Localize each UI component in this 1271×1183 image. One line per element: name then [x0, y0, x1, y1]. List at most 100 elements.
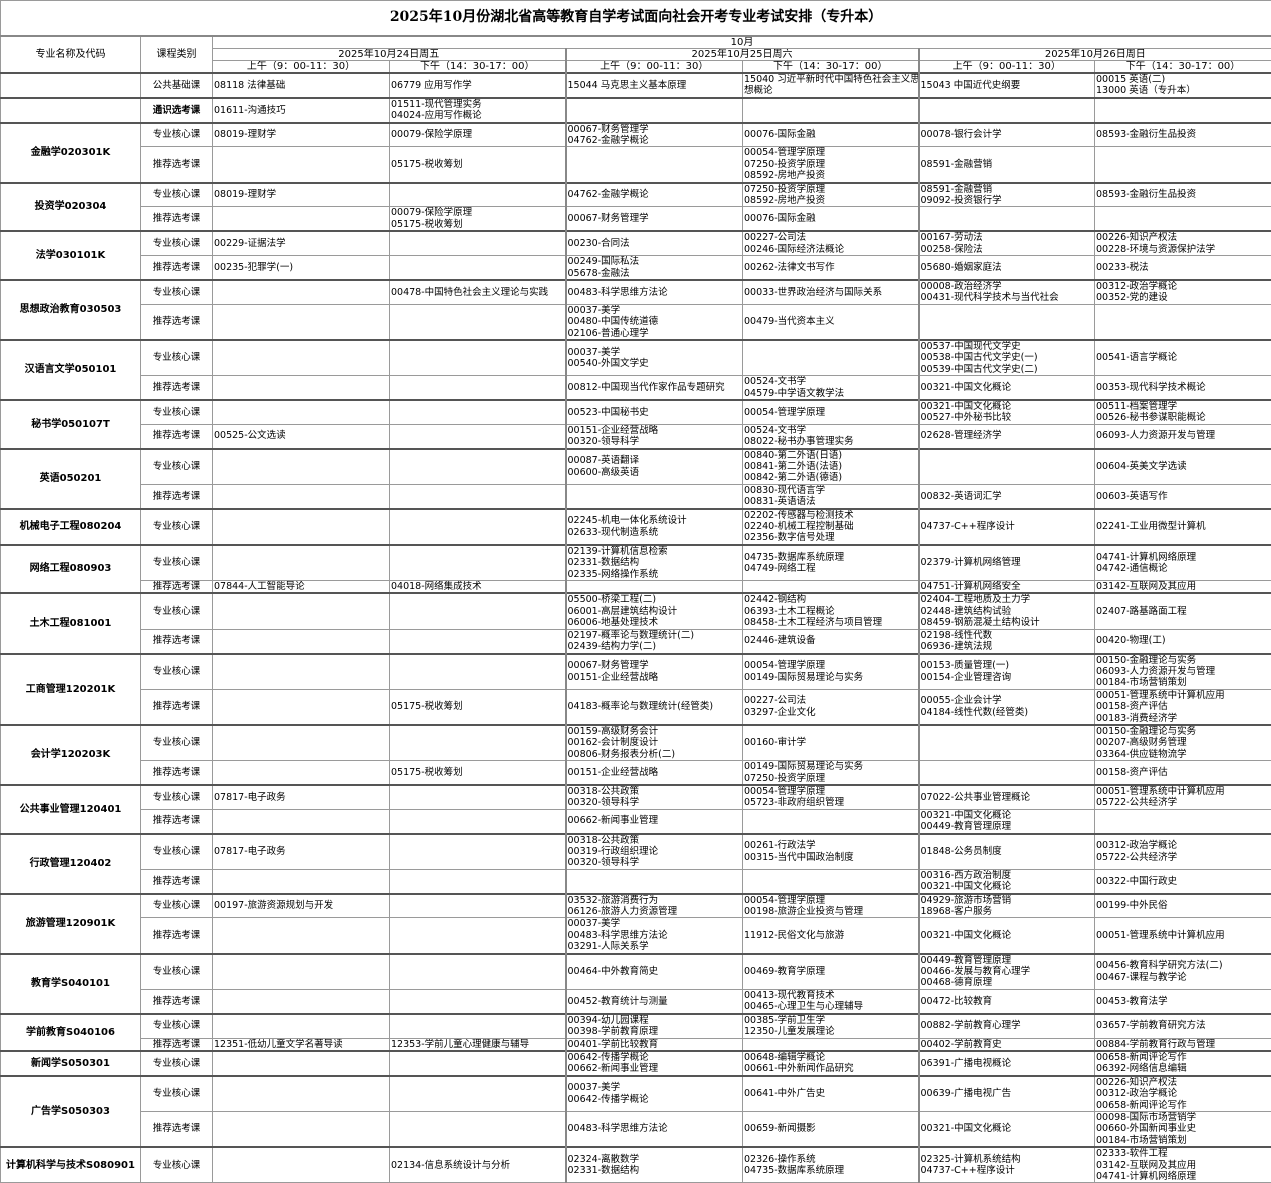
exam-slot-cell: 05680-婚姻家庭法 [919, 256, 1095, 280]
course-entry: 00228-环境与资源保护法学 [1096, 244, 1270, 255]
course-category: 推荐选考课 [141, 989, 213, 1013]
exam-slot-cell: 05175-税收筹划 [390, 761, 566, 785]
course-entry: 06093-人力资源开发与管理 [1096, 430, 1270, 441]
exam-slot-cell: 06391-广播电视概论 [919, 1051, 1095, 1076]
course-category: 公共基础课 [141, 73, 213, 98]
course-entry: 00321-中国文化概论 [921, 881, 1094, 892]
exam-slot-cell: 00054-管理学原理 [743, 400, 919, 424]
exam-slot-cell [390, 654, 566, 690]
exam-slot-cell: 00832-英语词汇学 [919, 484, 1095, 508]
course-entry: 08593-金融衍生品投资 [1096, 129, 1270, 140]
exam-slot-cell: 00478-中国特色社会主义理论与实践 [390, 280, 566, 304]
exam-slot-cell [213, 280, 390, 304]
course-category: 推荐选考课 [141, 484, 213, 508]
course-entry: 08591-金融营销 [921, 159, 1094, 170]
course-entry: 01611-沟通技巧 [214, 105, 388, 116]
exam-slot-cell: 00262-法律文书写作 [743, 256, 919, 280]
course-entry: 00167-劳动法 [921, 232, 1094, 243]
course-category: 专业核心课 [141, 954, 213, 990]
exam-slot-cell: 00469-教育学原理 [743, 954, 919, 990]
course-entry: 00149-国际贸易理论与实务 [744, 672, 917, 683]
course-entry: 00538-中国古代文学史(一) [921, 352, 1094, 363]
course-entry: 02333-软件工程 [1096, 1148, 1270, 1159]
course-entry: 00316-西方政治制度 [921, 870, 1094, 881]
course-entry: 05500-桥梁工程(二) [568, 594, 742, 605]
course-category: 通识选考课 [141, 98, 213, 123]
course-entry: 02442-钢结构 [744, 594, 917, 605]
course-entry: 00524-文书学 [744, 425, 917, 436]
exam-slot-cell: 00076-国际金融 [743, 123, 919, 147]
exam-slot-cell: 00525-公文选读 [213, 424, 390, 448]
course-entry: 02240-机械工程控制基础 [744, 521, 917, 532]
course-entry: 00526-秘书参谋职能概论 [1096, 412, 1270, 423]
course-entry: 07817-电子政务 [214, 846, 388, 857]
course-entry: 00158-资产评估 [1096, 767, 1270, 778]
course-entry: 08022-秘书办事管理实务 [744, 436, 917, 447]
major-name: 投资学020304 [1, 183, 141, 232]
course-entry: 07250-投资学原理 [744, 773, 917, 784]
exam-slot-cell [1095, 207, 1271, 231]
exam-slot-cell: 00151-企业经营战略 [566, 761, 743, 785]
course-entry: 03142-互联网及其应用 [1096, 1160, 1270, 1171]
course-category: 专业核心课 [141, 1076, 213, 1112]
course-entry: 02448-建筑结构试验 [921, 606, 1094, 617]
course-entry: 08591-金融营销 [921, 184, 1094, 195]
exam-slot-cell: 00662-新闻事业管理 [566, 809, 743, 833]
course-entry: 03364-供应链物流学 [1096, 749, 1270, 760]
course-entry: 00037-美学 [568, 918, 742, 929]
course-entry: 想概论 [744, 85, 917, 96]
exam-slot-cell [390, 809, 566, 833]
exam-slot-cell: 06779 应用写作学 [390, 73, 566, 98]
course-entry: 02241-工业用微型计算机 [1096, 521, 1270, 532]
course-entry: 11912-民俗文化与旅游 [744, 930, 917, 941]
course-entry: 00648-编辑学概论 [744, 1052, 917, 1063]
exam-slot-cell: 00033-世界政治经济与国际关系 [743, 280, 919, 304]
major-name: 新闻学S050301 [1, 1051, 141, 1076]
course-entry: 06779 应用写作学 [391, 80, 564, 91]
course-entry: 00227-公司法 [744, 695, 917, 706]
course-entry: 00315-当代中国政治制度 [744, 852, 917, 863]
exam-slot-cell [213, 484, 390, 508]
exam-slot-cell: 07844-人工智能导论 [213, 581, 390, 594]
course-entry: 04018-网络集成技术 [391, 581, 564, 592]
course-category: 推荐选考课 [141, 304, 213, 340]
course-entry: 07022-公共事业管理概论 [921, 792, 1094, 803]
course-entry: 04737-C++程序设计 [921, 1165, 1094, 1176]
exam-slot-cell [743, 869, 919, 893]
exam-slot-cell [213, 449, 390, 485]
course-entry: 06392-网络信息编辑 [1096, 1063, 1270, 1074]
exam-slot-cell: 02134-信息系统设计与分析 [390, 1147, 566, 1183]
course-entry: 15044 马克思主义基本原理 [568, 80, 742, 91]
exam-slot-cell: 00078-银行会计学 [919, 123, 1095, 147]
course-category: 推荐选考课 [141, 918, 213, 954]
header-session: 上午（9：00-11：30） [919, 61, 1095, 74]
course-entry: 00524-文书学 [744, 376, 917, 387]
course-entry: 00321-中国文化概论 [921, 382, 1094, 393]
course-entry: 12350-儿童发展理论 [744, 1026, 917, 1037]
course-entry: 00812-中国现当代作家作品专题研究 [568, 382, 742, 393]
course-entry: 00054-管理学原理 [744, 407, 917, 418]
exam-slot-cell: 11912-民俗文化与旅游 [743, 918, 919, 954]
exam-slot-cell [919, 449, 1095, 485]
course-entry: 02324-离散数学 [568, 1154, 742, 1165]
course-category: 推荐选考课 [141, 424, 213, 448]
course-entry: 08118 法律基础 [214, 80, 388, 91]
exam-slot-cell [390, 231, 566, 255]
course-entry: 00153-质量管理(一) [921, 660, 1094, 671]
course-entry: 00076-国际金融 [744, 129, 917, 140]
course-entry: 00882-学前教育心理学 [921, 1020, 1094, 1031]
course-entry: 02446-建筑设备 [744, 635, 917, 646]
